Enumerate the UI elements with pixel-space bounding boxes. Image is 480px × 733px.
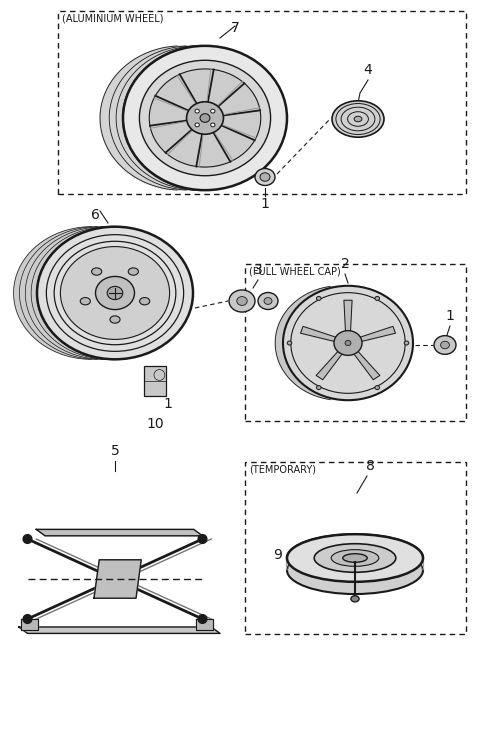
Polygon shape [358,326,396,342]
Text: 10: 10 [146,417,164,431]
Ellipse shape [375,296,380,301]
Text: 9: 9 [274,548,282,562]
Ellipse shape [255,169,275,185]
Polygon shape [344,301,352,333]
Ellipse shape [287,341,292,345]
Ellipse shape [260,173,270,181]
Ellipse shape [375,386,380,389]
Ellipse shape [441,342,449,349]
Polygon shape [300,326,338,342]
Text: 1: 1 [445,309,455,323]
Ellipse shape [287,546,423,594]
Ellipse shape [316,386,321,389]
Ellipse shape [287,534,423,582]
Polygon shape [275,287,338,399]
Ellipse shape [123,46,287,190]
Ellipse shape [334,331,362,356]
Ellipse shape [237,297,247,306]
Ellipse shape [331,550,379,567]
Text: 6: 6 [91,208,99,222]
Ellipse shape [211,109,215,113]
Ellipse shape [107,287,123,300]
Bar [58,11,466,194]
Circle shape [198,534,207,543]
Ellipse shape [110,316,120,323]
Ellipse shape [37,226,193,359]
Polygon shape [353,350,380,380]
Polygon shape [36,529,203,536]
Ellipse shape [229,290,255,312]
Ellipse shape [139,60,271,176]
Ellipse shape [351,596,359,602]
Ellipse shape [314,544,396,572]
Ellipse shape [258,292,278,309]
Text: 7: 7 [230,21,240,35]
Ellipse shape [140,298,150,305]
Text: 3: 3 [253,263,263,277]
Ellipse shape [211,123,215,127]
Ellipse shape [195,123,199,127]
Text: 8: 8 [366,459,374,473]
Text: 2: 2 [341,257,349,271]
Bar [245,462,466,634]
Ellipse shape [149,69,261,167]
Text: (ALUMINIUM WHEEL): (ALUMINIUM WHEEL) [61,14,163,24]
Polygon shape [316,350,343,380]
Text: (TEMPORARY): (TEMPORARY) [249,465,316,475]
Ellipse shape [283,286,413,400]
Polygon shape [287,534,423,570]
Ellipse shape [195,109,199,113]
Ellipse shape [200,114,210,122]
Text: (FULL WHEEL CAP): (FULL WHEEL CAP) [249,267,340,277]
Ellipse shape [345,340,351,345]
Ellipse shape [316,296,321,301]
Polygon shape [19,627,220,633]
Ellipse shape [187,102,224,134]
Polygon shape [21,619,38,630]
Ellipse shape [354,117,362,122]
Polygon shape [195,619,213,630]
Polygon shape [13,226,127,359]
Ellipse shape [92,268,102,275]
Polygon shape [100,46,205,190]
Ellipse shape [404,341,409,345]
Bar [144,366,166,396]
Text: 4: 4 [364,63,372,77]
Text: 1: 1 [164,397,172,411]
Text: 1: 1 [261,197,269,211]
Text: 5: 5 [110,444,120,458]
Bar [245,264,466,421]
Circle shape [23,615,32,623]
Ellipse shape [434,336,456,354]
Ellipse shape [80,298,90,305]
Ellipse shape [128,268,138,275]
Ellipse shape [343,553,367,562]
Ellipse shape [264,298,272,304]
Circle shape [198,615,207,623]
Ellipse shape [96,276,134,309]
Ellipse shape [332,101,384,137]
Ellipse shape [60,246,169,339]
Polygon shape [94,560,141,598]
Circle shape [23,534,32,543]
